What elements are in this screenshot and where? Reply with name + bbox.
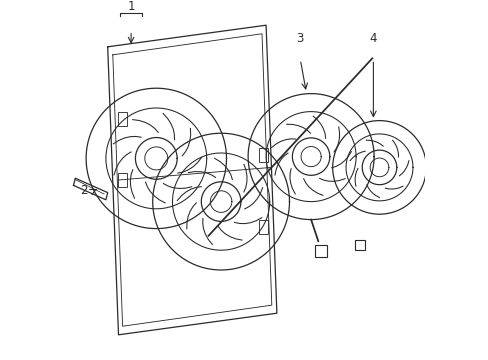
Bar <box>258 220 267 234</box>
Text: 2: 2 <box>81 184 88 197</box>
Bar <box>314 245 326 257</box>
Bar <box>118 173 127 187</box>
Bar <box>354 240 364 250</box>
Text: 3: 3 <box>296 32 304 45</box>
Bar <box>258 148 267 162</box>
Text: 4: 4 <box>369 32 376 45</box>
Text: 1: 1 <box>127 0 135 13</box>
Bar <box>118 112 127 126</box>
